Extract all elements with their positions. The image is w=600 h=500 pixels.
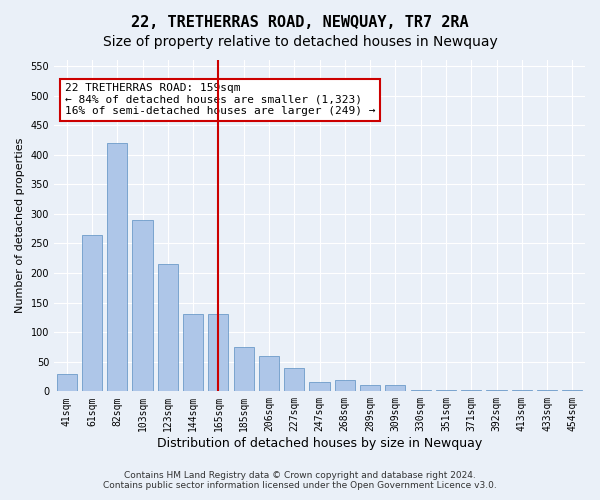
- Bar: [335, 380, 355, 392]
- Bar: [436, 390, 456, 392]
- X-axis label: Distribution of detached houses by size in Newquay: Distribution of detached houses by size …: [157, 437, 482, 450]
- Bar: [259, 356, 279, 392]
- Bar: [82, 234, 102, 392]
- Bar: [385, 386, 406, 392]
- Bar: [233, 347, 254, 392]
- Bar: [512, 390, 532, 392]
- Text: Size of property relative to detached houses in Newquay: Size of property relative to detached ho…: [103, 35, 497, 49]
- Text: 22, TRETHERRAS ROAD, NEWQUAY, TR7 2RA: 22, TRETHERRAS ROAD, NEWQUAY, TR7 2RA: [131, 15, 469, 30]
- Bar: [107, 143, 127, 392]
- Bar: [537, 390, 557, 392]
- Bar: [133, 220, 152, 392]
- Bar: [562, 390, 583, 392]
- Bar: [183, 314, 203, 392]
- Bar: [284, 368, 304, 392]
- Bar: [461, 390, 481, 392]
- Y-axis label: Number of detached properties: Number of detached properties: [15, 138, 25, 314]
- Bar: [208, 314, 229, 392]
- Text: Contains HM Land Registry data © Crown copyright and database right 2024.
Contai: Contains HM Land Registry data © Crown c…: [103, 470, 497, 490]
- Bar: [487, 390, 506, 392]
- Bar: [158, 264, 178, 392]
- Bar: [310, 382, 329, 392]
- Bar: [56, 374, 77, 392]
- Text: 22 TRETHERRAS ROAD: 159sqm
← 84% of detached houses are smaller (1,323)
16% of s: 22 TRETHERRAS ROAD: 159sqm ← 84% of deta…: [65, 83, 375, 116]
- Bar: [410, 390, 431, 392]
- Bar: [360, 386, 380, 392]
